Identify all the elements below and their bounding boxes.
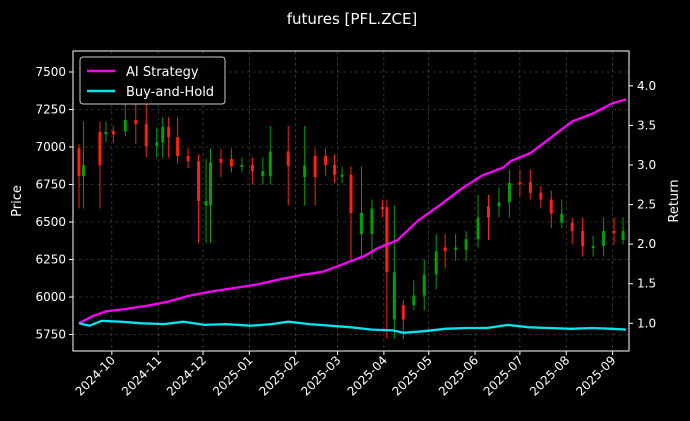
candle-body [123, 120, 127, 132]
y-left-tick-label: 5750 [35, 328, 66, 342]
chart-title: futures [PFL.ZCE] [287, 10, 418, 28]
y-axis-right: 1.0 1.5 2.0 2.5 3.0 3.5 4.0 [629, 79, 656, 330]
candle-body [621, 231, 625, 240]
candle-body [497, 202, 501, 207]
candle-body [155, 142, 159, 147]
candle-body [602, 231, 606, 246]
y-left-tick-label: 7250 [35, 103, 66, 117]
candle-body [528, 182, 532, 193]
candle-body [250, 165, 254, 171]
candle-body [392, 272, 396, 320]
y-right-tick-label: 4.0 [637, 79, 656, 93]
candle-body [507, 183, 511, 203]
candle-body [229, 159, 233, 167]
candle-body [454, 247, 458, 250]
candle-body [144, 123, 148, 147]
series-line-ai-strategy [78, 98, 627, 325]
candle-body [209, 162, 213, 206]
candle-body [359, 213, 363, 234]
legend-label-ai-strategy: AI Strategy [126, 65, 199, 80]
candle-body [549, 199, 553, 214]
y-axis-right-label: Return [667, 179, 682, 222]
candle-body [104, 132, 108, 135]
candle-body [286, 151, 290, 166]
candle-body [422, 274, 426, 296]
candle-body [385, 207, 389, 273]
y-left-tick-label: 6500 [35, 215, 66, 229]
series-line-buy-and-hold [78, 319, 627, 334]
candle-body [401, 305, 405, 320]
candle-body [204, 201, 208, 206]
candle-body [219, 159, 223, 163]
candle-body [464, 239, 468, 250]
candle-body [539, 192, 543, 200]
y-right-tick-label: 3.5 [637, 118, 656, 132]
candle-body [518, 182, 522, 185]
candle-body [161, 126, 165, 143]
candle-body [167, 126, 171, 138]
y-left-tick-label: 6250 [35, 253, 66, 267]
candle-body [134, 120, 138, 124]
candle-body [581, 231, 585, 246]
candle-body [434, 251, 438, 275]
candle-body [111, 131, 115, 135]
y-left-tick-label: 7000 [35, 140, 66, 154]
legend-label-buy-and-hold: Buy-and-Hold [126, 85, 214, 100]
candle-body [77, 148, 81, 177]
legend-box [79, 56, 226, 105]
candle-body [443, 247, 447, 252]
candle-body [186, 156, 190, 162]
candle-body [176, 137, 180, 156]
y-left-tick-label: 6000 [35, 290, 66, 304]
candle-body [268, 151, 272, 177]
y-right-tick-label: 3.0 [637, 158, 656, 172]
candle-body [81, 165, 85, 177]
plot-frame [72, 50, 630, 352]
candle-body [370, 208, 374, 234]
y-axis-left-label: Price [10, 185, 25, 217]
candle-body [324, 156, 328, 165]
candle-body [313, 156, 317, 177]
candle-body [570, 222, 574, 231]
y-right-tick-label: 1.5 [637, 277, 656, 291]
candle-body [98, 132, 102, 165]
candle-body [261, 171, 265, 177]
candle-body [612, 231, 616, 233]
legend: AI Strategy Buy-and-Hold [79, 56, 226, 105]
series-lines [78, 98, 627, 334]
candle-body [591, 246, 595, 248]
y-axis-left: 5750 6000 6250 6500 6750 7000 7250 7500 [35, 65, 73, 342]
candle-body [349, 174, 353, 213]
y-right-tick-label: 2.5 [637, 198, 656, 212]
candle-body [560, 213, 564, 223]
candle-body [240, 165, 244, 167]
y-right-tick-label: 2.0 [637, 237, 656, 251]
candle-body [197, 161, 201, 201]
y-right-tick-label: 1.0 [637, 316, 656, 330]
candles [77, 103, 625, 339]
candle-body [380, 207, 384, 209]
candle-body [303, 165, 307, 177]
candle-body [476, 217, 480, 240]
candle-body [487, 206, 491, 218]
y-left-tick-label: 6750 [35, 178, 66, 192]
candle-body [412, 295, 416, 306]
y-left-tick-label: 7500 [35, 65, 66, 79]
candle-body [340, 174, 344, 177]
candle-body [333, 165, 337, 175]
